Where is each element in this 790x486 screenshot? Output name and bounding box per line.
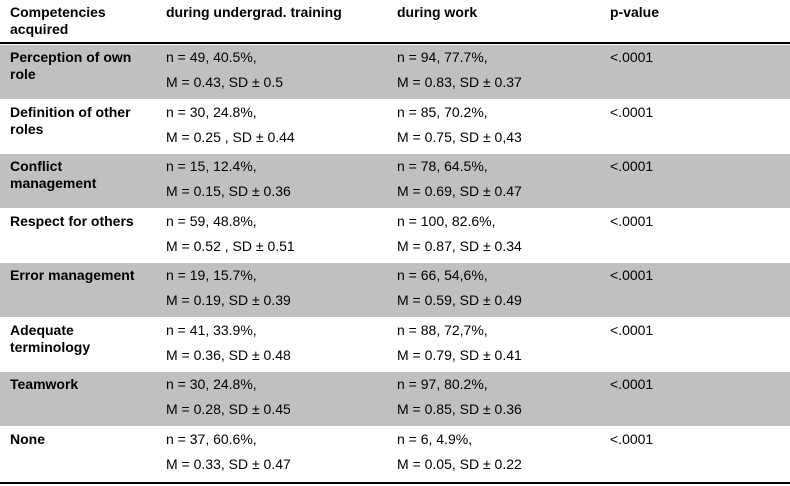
work-mean-sd: M = 0.85, SD ± 0.36 (397, 401, 522, 417)
work-count: n = 97, 80.2%, (397, 376, 488, 392)
undergrad-count: n = 19, 15.7%, (166, 267, 257, 283)
work-count: n = 78, 64.5%, (397, 158, 488, 174)
work-count: n = 94, 77.7%, (397, 49, 488, 65)
work-count: n = 6, 4.9%, (397, 430, 473, 447)
competency-label: Conflict management (10, 158, 97, 191)
p-value: <.0001 (610, 212, 654, 229)
competency-label: None (10, 430, 45, 447)
work-mean-sd: M = 0.83, SD ± 0.37 (397, 74, 522, 90)
undergrad-count: n = 59, 48.8%, (166, 212, 257, 229)
table-row: Definition of other roles n = 30, 24.8%, M… (0, 100, 790, 154)
competency-label: Respect for others (10, 212, 134, 229)
table-row: Teamwork n = 30, 24.8%, M = 0.28, SD ± 0.4… (0, 372, 790, 426)
table-row: Respect for others n = 59, 48.8%, M = 0.52… (0, 209, 790, 263)
table-row: Adequate terminology n = 41, 33.9%, M = 0.… (0, 318, 790, 372)
competency-label: Definition of other roles (10, 103, 131, 137)
p-value: <.0001 (610, 49, 654, 65)
p-value: <.0001 (610, 321, 654, 338)
table-row: Perception of own role n = 49, 40.5%, M = … (0, 45, 790, 99)
competency-label: Adequate terminology (10, 321, 91, 355)
undergrad-mean-sd: M = 0.36, SD ± 0.48 (166, 346, 291, 363)
work-count: n = 85, 70.2%, (397, 103, 488, 120)
header-pvalue: p-value (610, 4, 660, 20)
undergrad-count: n = 41, 33.9%, (166, 321, 257, 338)
undergrad-count: n = 30, 24.8%, (166, 376, 257, 392)
p-value: <.0001 (610, 267, 654, 283)
undergrad-count: n = 30, 24.8%, (166, 103, 257, 120)
undergrad-mean-sd: M = 0.19, SD ± 0.39 (166, 292, 291, 308)
competency-label: Error management (10, 267, 135, 283)
work-count: n = 88, 72,7%, (397, 321, 488, 338)
undergrad-mean-sd: M = 0.33, SD ± 0.47 (166, 455, 291, 472)
p-value: <.0001 (610, 376, 654, 392)
work-mean-sd: M = 0.05, SD ± 0.22 (397, 455, 522, 472)
undergrad-count: n = 49, 40.5%, (166, 49, 257, 65)
work-mean-sd: M = 0.79, SD ± 0.41 (397, 346, 522, 363)
header-competencies: Competencies acquired (10, 4, 106, 37)
competency-label: Teamwork (10, 376, 79, 392)
work-mean-sd: M = 0.87, SD ± 0.34 (397, 237, 522, 254)
undergrad-mean-sd: M = 0.25 , SD ± 0.44 (166, 128, 295, 145)
p-value: <.0001 (610, 430, 654, 447)
undergrad-count: n = 15, 12.4%, (166, 158, 257, 174)
table-header: Competencies acquired during undergrad. … (0, 0, 790, 44)
undergrad-mean-sd: M = 0.15, SD ± 0.36 (166, 183, 291, 199)
undergrad-count: n = 37, 60.6%, (166, 430, 257, 447)
table-row: None n = 37, 60.6%, M = 0.33, SD ± 0.47 n =… (0, 427, 790, 481)
table-row: Conflict management n = 15, 12.4%, M = 0.1… (0, 154, 790, 208)
p-value: <.0001 (610, 103, 654, 120)
work-mean-sd: M = 0.75, SD ± 0,43 (397, 128, 522, 145)
bottom-rule (0, 482, 790, 484)
competency-label: Perception of own role (10, 49, 132, 82)
work-count: n = 100, 82.6%, (397, 212, 496, 229)
work-mean-sd: M = 0.69, SD ± 0.47 (397, 183, 522, 199)
undergrad-mean-sd: M = 0.28, SD ± 0.45 (166, 401, 291, 417)
undergrad-mean-sd: M = 0.52 , SD ± 0.51 (166, 237, 295, 254)
table-row: Error management n = 19, 15.7%, M = 0.19, … (0, 263, 790, 317)
undergrad-mean-sd: M = 0.43, SD ± 0.5 (166, 74, 284, 90)
header-undergrad: during undergrad. training (166, 4, 342, 20)
work-count: n = 66, 54,6%, (397, 267, 488, 283)
work-mean-sd: M = 0.59, SD ± 0.49 (397, 292, 522, 308)
p-value: <.0001 (610, 158, 654, 174)
header-work: during work (397, 4, 478, 20)
